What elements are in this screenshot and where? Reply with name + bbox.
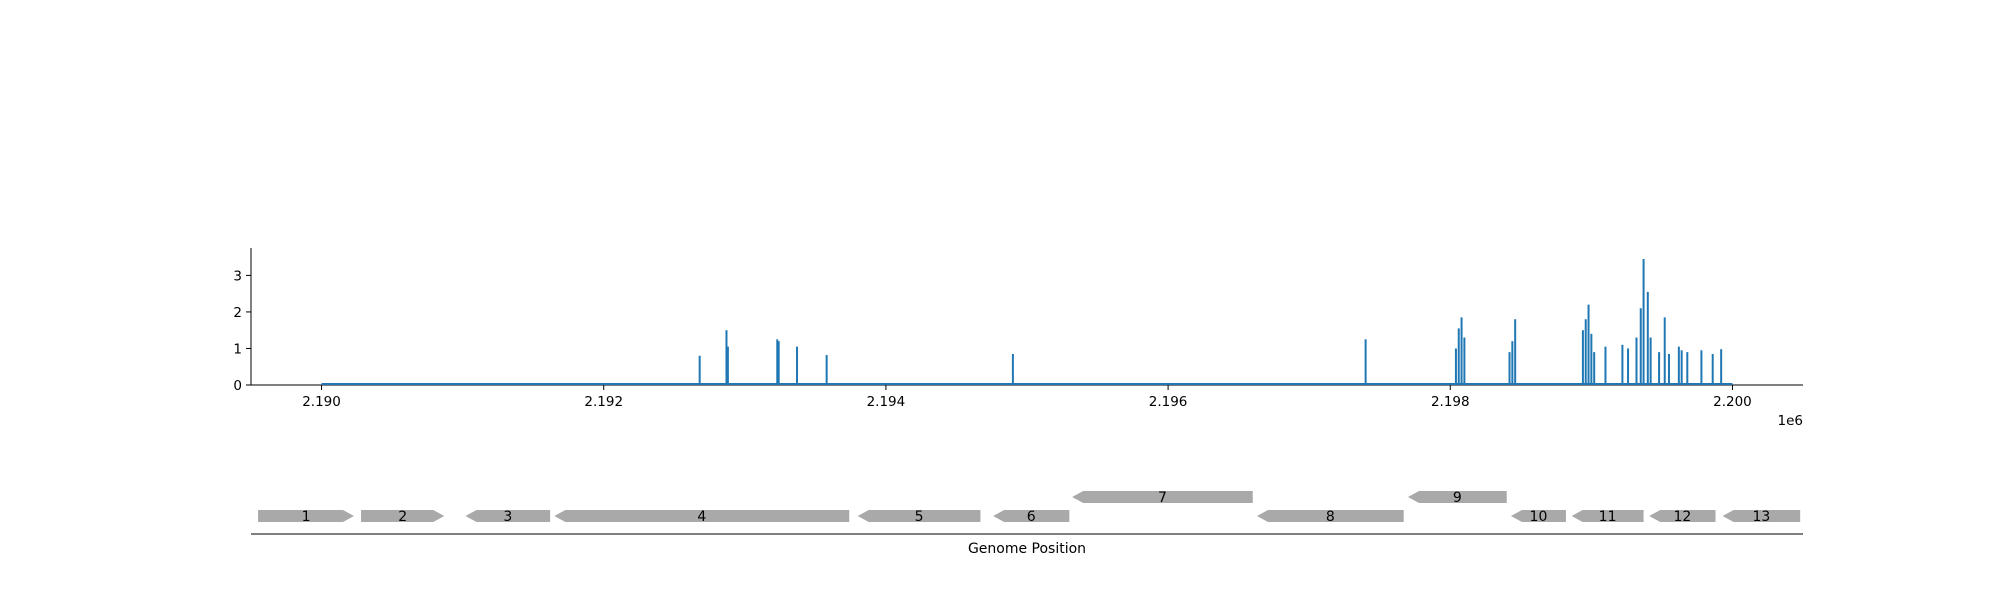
y-tick-label: 3 — [233, 268, 242, 284]
gene-arrow-shape — [361, 510, 445, 522]
gene-arrow-shape — [857, 510, 981, 522]
y-axis-ticks: 0 1 2 3 — [233, 268, 251, 394]
y-tick-label: 1 — [233, 341, 242, 357]
gene-arrow: 11 — [1571, 509, 1644, 525]
gene-arrow: 2 — [361, 509, 445, 525]
gene-label: 4 — [697, 509, 706, 525]
gene-label: 5 — [915, 509, 924, 525]
x-tick-label: 2.200 — [1713, 394, 1752, 410]
gene-arrow-shape — [993, 510, 1070, 522]
gene-arrow-shape — [1571, 510, 1644, 522]
x-tick-label: 2.196 — [1149, 394, 1188, 410]
y-tick-label: 2 — [233, 305, 242, 321]
x-tick-label: 2.194 — [867, 394, 906, 410]
gene-arrow-shape — [1256, 510, 1404, 522]
x-tick-label: 2.192 — [584, 394, 623, 410]
gene-arrow: 8 — [1256, 509, 1404, 525]
x-axis-label: Genome Position — [968, 541, 1086, 557]
gene-arrow-shape — [1072, 491, 1253, 503]
x-axis-ticks: 2.190 2.192 2.194 2.196 2.198 2.200 — [302, 385, 1752, 410]
gene-arrow: 12 — [1649, 509, 1716, 525]
coverage-plot: 2.190 2.192 2.194 2.196 2.198 2.200 0 1 2 3 1e6 — [233, 248, 1803, 429]
gene-arrow-shape — [258, 510, 354, 522]
gene-label: 9 — [1453, 490, 1462, 506]
x-tick-label: 2.190 — [302, 394, 341, 410]
gene-arrow: 4 — [554, 509, 850, 525]
gene-label: 8 — [1326, 509, 1335, 525]
gene-label: 13 — [1752, 509, 1770, 525]
gene-arrow: 6 — [993, 509, 1070, 525]
x-axis-offset-label: 1e6 — [1778, 413, 1803, 429]
gene-arrow-shape — [1722, 510, 1801, 522]
gene-arrow: 5 — [857, 509, 981, 525]
gene-arrow: 3 — [465, 509, 551, 525]
gene-arrow-shape — [554, 510, 850, 522]
gene-arrow-shape — [1649, 510, 1716, 522]
gene-label: 7 — [1158, 490, 1167, 506]
gene-arrow: 7 — [1072, 490, 1253, 506]
gene-arrow: 10 — [1510, 509, 1566, 525]
gene-arrow: 9 — [1407, 490, 1507, 506]
gene-label: 10 — [1530, 509, 1548, 525]
gene-label: 11 — [1599, 509, 1617, 525]
gene-arrow-shape — [465, 510, 551, 522]
gene-arrow: 1 — [258, 509, 354, 525]
gene-arrow-shape — [1510, 510, 1566, 522]
gene-label: 12 — [1673, 509, 1691, 525]
gene-label: 1 — [302, 509, 311, 525]
coverage-bars — [698, 258, 1723, 385]
gene-arrow-shape — [1407, 491, 1507, 503]
x-tick-label: 2.198 — [1431, 394, 1470, 410]
gene-label: 3 — [503, 509, 512, 525]
gene-label: 6 — [1027, 509, 1036, 525]
gene-label: 2 — [398, 509, 407, 525]
y-tick-label: 0 — [233, 378, 242, 394]
gene-arrow: 13 — [1722, 509, 1801, 525]
